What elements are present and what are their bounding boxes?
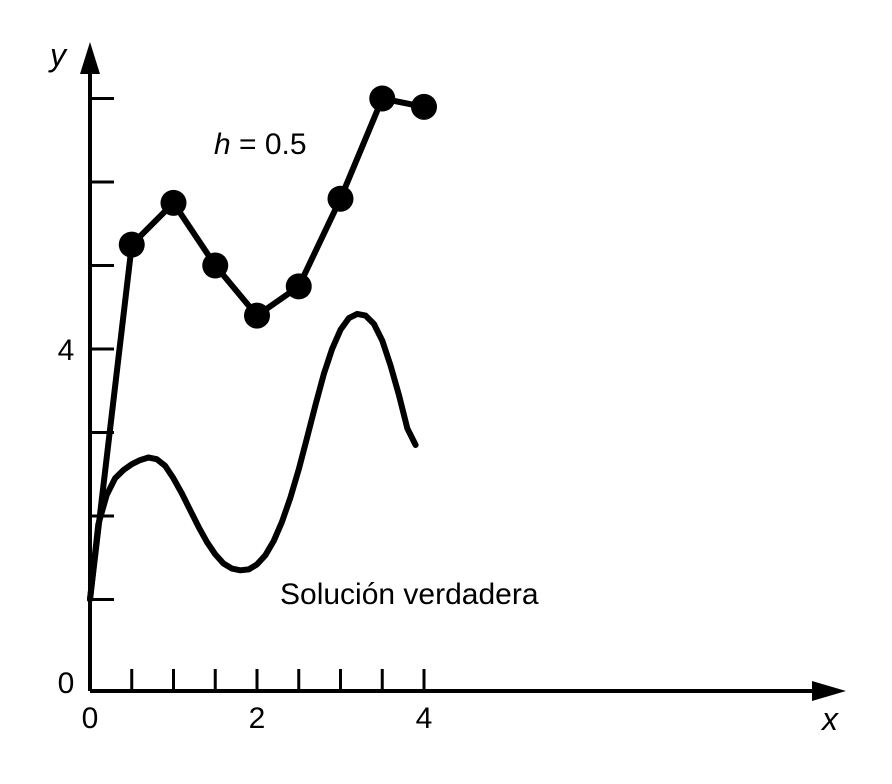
y-tick-labels: 04: [58, 334, 75, 700]
true-solution-curve: [87, 310, 419, 603]
true-solution-annotation: Solución verdadera: [280, 578, 539, 611]
y-axis-arrow: [80, 42, 100, 74]
y-tick-label: 0: [58, 667, 75, 700]
series-euler-h-0-5: [87, 85, 437, 603]
euler-point: [285, 273, 312, 300]
euler-point: [369, 85, 396, 112]
x-tick-label: 0: [82, 702, 99, 735]
euler-point: [327, 185, 354, 212]
x-ticks: [130, 669, 426, 691]
euler-point: [244, 302, 270, 329]
y-tick-label: 4: [58, 334, 75, 367]
euler-point: [118, 231, 145, 258]
y-ticks: [90, 97, 114, 601]
series-layer: [87, 85, 437, 603]
y-axis-label: y: [48, 37, 68, 73]
euler-point: [411, 93, 437, 120]
euler-step-annotation: h = 0.5: [214, 128, 307, 161]
x-tick-label: 4: [416, 702, 433, 735]
x-axis-label: x: [820, 701, 839, 737]
euler-point: [160, 189, 187, 216]
annotation-h-value: = 0.5: [231, 128, 307, 161]
euler-line: [87, 95, 427, 603]
x-axis-arrow: [812, 681, 846, 701]
euler-point: [202, 252, 229, 279]
series-true-solution: [87, 310, 419, 603]
annotation-h-symbol: h: [214, 128, 231, 161]
x-tick-label: 2: [249, 702, 266, 735]
x-tick-labels: 0 2 4: [82, 702, 433, 735]
